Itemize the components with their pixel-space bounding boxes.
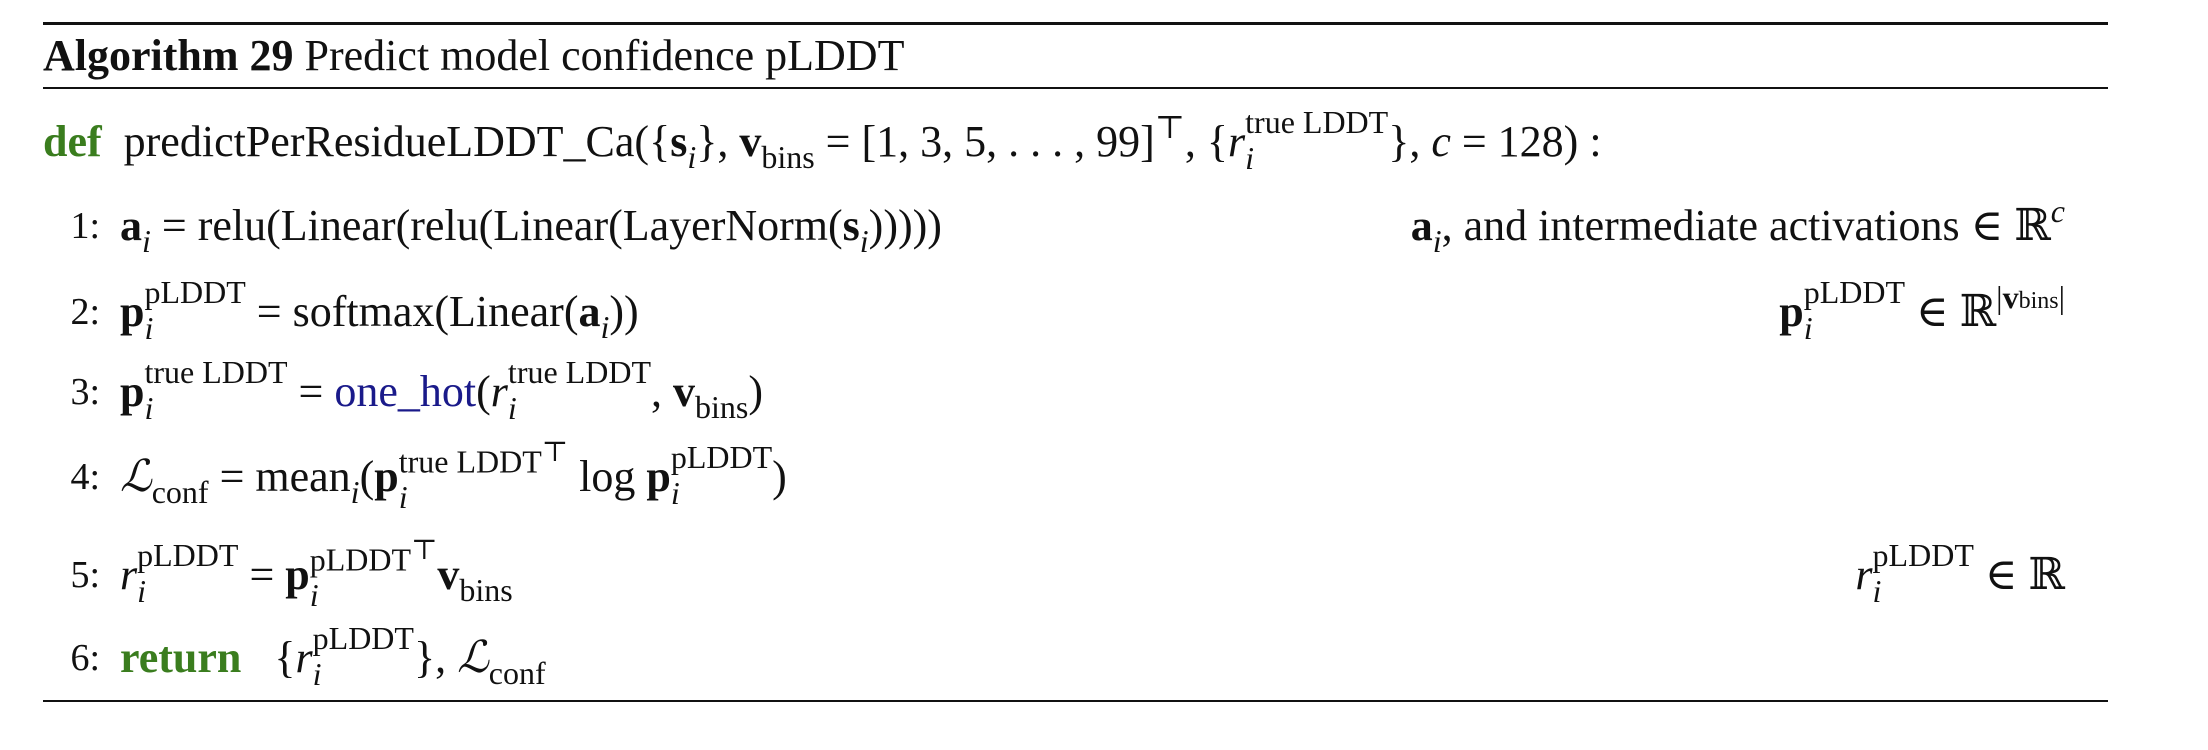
step-number: 3: <box>70 371 100 413</box>
step-number: 2: <box>70 291 100 333</box>
step-number: 1: <box>70 205 100 247</box>
step-comment: ai, and intermediate activations ∈ ℝc <box>1410 193 2065 259</box>
step-number: 5: <box>70 554 100 596</box>
step-expression: p true LDDT i = one_hot(r true LDDT i, vbins… <box>120 353 763 426</box>
step-comment: r pLDDT i ∈ ℝ <box>1855 536 2065 609</box>
return-keyword: return <box>120 633 242 682</box>
step-expression: ℒconf = meani(p true LDDT⊤ i log p pLDDT i) <box>120 436 787 516</box>
step-number: 4: <box>70 456 100 498</box>
step-comment: p pLDDT i ∈ ℝ|vbins| <box>1779 273 2065 346</box>
top-rule <box>43 22 2108 25</box>
function-name: predictPerResidueLDDT_Ca <box>123 117 635 166</box>
algorithm-label: Algorithm 29 <box>43 31 294 80</box>
step-expression: return {r pLDDT i}, ℒconf <box>120 619 546 692</box>
algorithm-title: Algorithm 29 Predict model confidence pL… <box>43 28 904 84</box>
title-rule <box>43 87 2108 89</box>
def-keyword: def <box>43 117 102 166</box>
bottom-rule <box>43 700 2108 702</box>
function-signature: def predictPerResidueLDDT_Ca({si}, vbins… <box>43 103 1602 176</box>
step-expression: p pLDDT i = softmax(Linear(ai)) <box>120 273 639 346</box>
step-number: 6: <box>70 637 100 679</box>
step-expression: r pLDDT i = p pLDDT⊤ i vbins <box>120 534 513 614</box>
step-expression: ai = relu(Linear(relu(Linear(LayerNorm(s… <box>120 201 942 259</box>
algorithm-title-text: Predict model confidence pLDDT <box>304 31 905 80</box>
one-hot-function: one_hot <box>334 367 477 416</box>
